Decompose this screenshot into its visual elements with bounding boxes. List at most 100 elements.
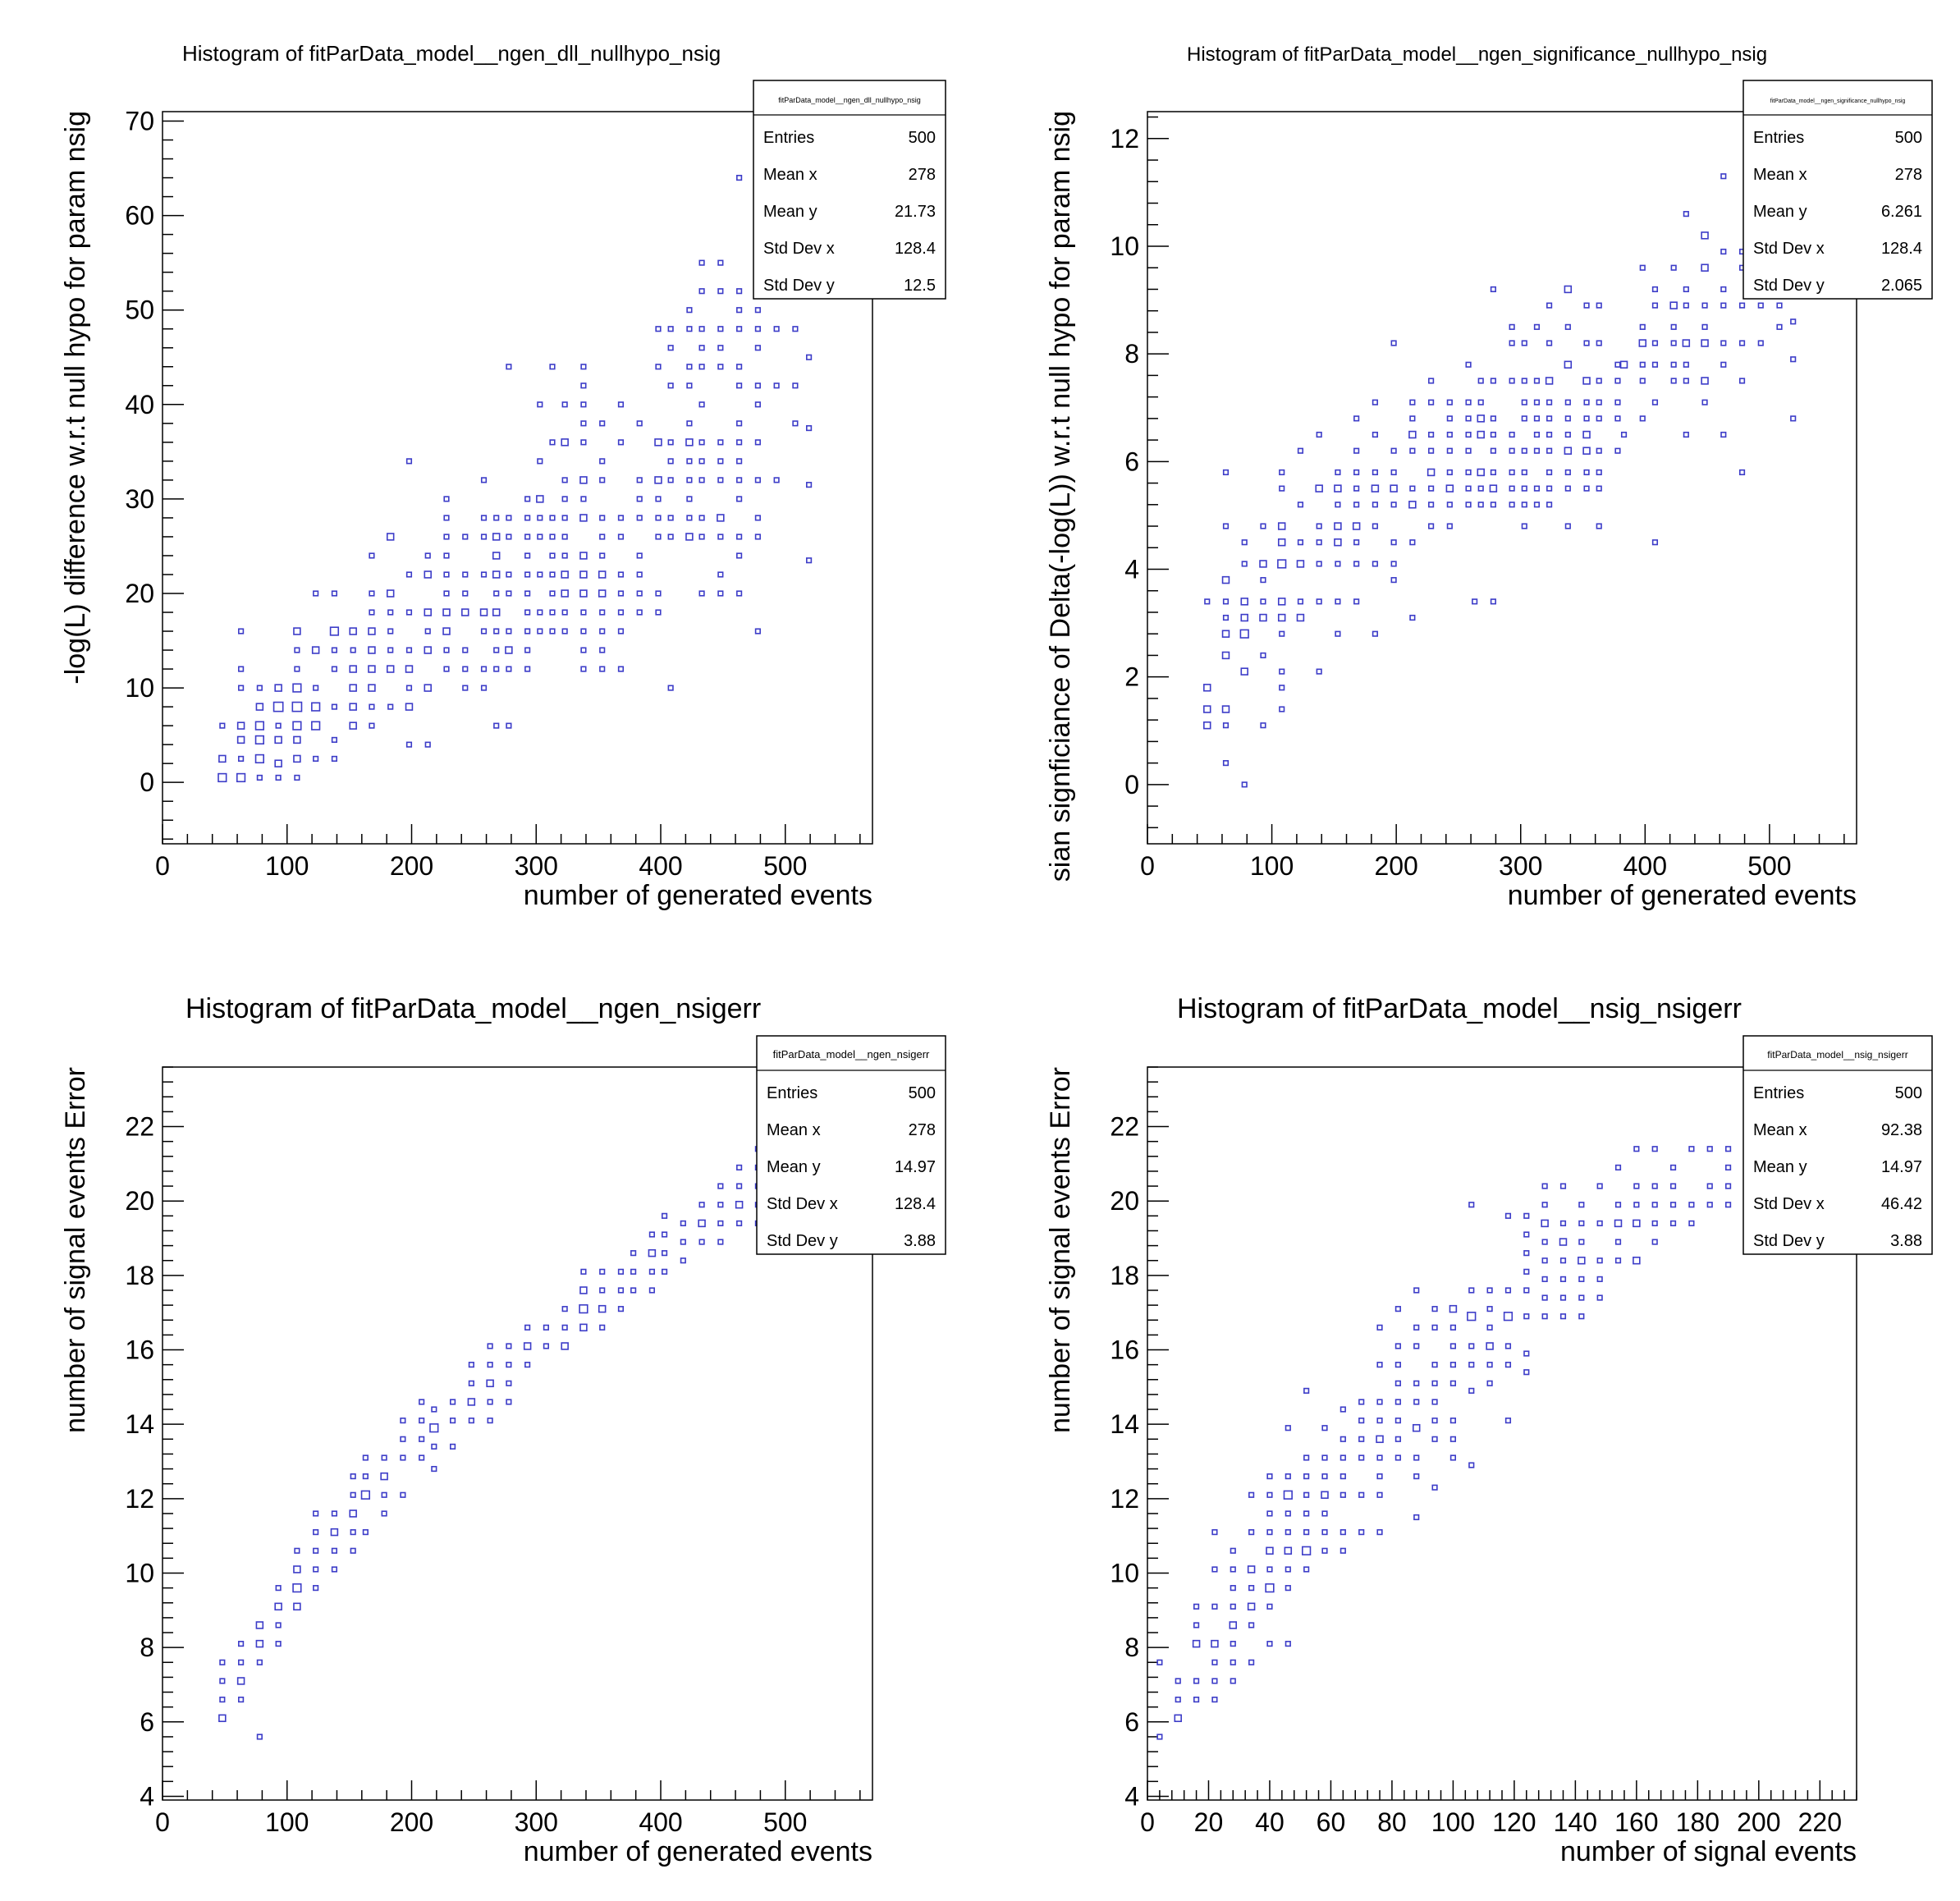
histogram-box (1720, 302, 1727, 309)
histogram-box (698, 515, 705, 521)
histogram-box (537, 458, 543, 465)
histogram-box (369, 552, 375, 559)
histogram-box (1431, 1399, 1438, 1405)
histogram-box (254, 754, 264, 764)
histogram-box (599, 534, 606, 540)
histogram-box (1776, 323, 1783, 330)
histogram-box (1582, 377, 1591, 385)
histogram-box (1297, 539, 1304, 546)
histogram-box (1303, 1473, 1310, 1480)
histogram-box (1596, 1294, 1603, 1301)
histogram-box (1446, 447, 1453, 454)
histogram-box (1335, 502, 1341, 508)
histogram-box (648, 1231, 655, 1238)
histogram-box (685, 533, 694, 541)
histogram-box (381, 1454, 387, 1461)
histogram-box (598, 1304, 607, 1313)
histogram-box (1546, 302, 1553, 309)
histogram-box (1541, 1219, 1549, 1228)
histogram-box (1546, 485, 1553, 492)
histogram-box (405, 609, 413, 616)
histogram-box (1353, 561, 1360, 567)
histogram-box (736, 496, 743, 502)
histogram-box (1211, 1659, 1218, 1665)
histogram-box (636, 590, 643, 597)
histogram-box (1465, 502, 1472, 508)
y-tick-label: 22 (125, 1112, 154, 1142)
histogram-box (1321, 1547, 1328, 1554)
histogram-box (1504, 1287, 1512, 1294)
histogram-box (1545, 377, 1554, 385)
histogram-box (442, 608, 451, 616)
histogram-box (1504, 1212, 1512, 1219)
histogram-box (1614, 415, 1621, 422)
histogram-box (493, 666, 500, 672)
histogram-box (275, 774, 282, 781)
histogram-box (1596, 523, 1602, 529)
stats-row-value: 3.88 (904, 1232, 936, 1250)
histogram-box (1241, 781, 1248, 788)
histogram-box (806, 482, 813, 488)
histogram-box (1639, 378, 1646, 384)
histogram-box (331, 590, 338, 597)
histogram-box (1596, 1257, 1603, 1264)
histogram-box (1504, 1418, 1512, 1424)
histogram-box (1596, 399, 1602, 405)
histogram-box (524, 590, 531, 597)
histogram-box (599, 1287, 606, 1294)
histogram-box (506, 590, 512, 597)
histogram-box (648, 1268, 655, 1275)
histogram-box (1523, 1250, 1530, 1257)
stats-row-value: 128.4 (1881, 240, 1922, 258)
histogram-box (543, 1324, 549, 1331)
stats-row-value: 3.88 (1890, 1232, 1922, 1250)
histogram-box (256, 774, 263, 781)
histogram-box (1409, 447, 1416, 454)
histogram-box (667, 458, 674, 465)
histogram-box (1477, 430, 1485, 439)
histogram-box (1720, 286, 1727, 293)
histogram-box (1376, 1491, 1383, 1498)
histogram-box (1701, 302, 1708, 309)
histogram-box (405, 703, 414, 711)
histogram-box (1449, 1324, 1457, 1331)
histogram-box (256, 1659, 263, 1665)
histogram-box (1302, 1546, 1312, 1555)
histogram-box (1321, 1454, 1328, 1461)
histogram-box (1285, 1425, 1291, 1431)
histogram-box (1521, 523, 1527, 529)
histogram-box (1174, 1714, 1182, 1723)
histogram-box (419, 1454, 425, 1461)
stats-row-value: 12.5 (904, 277, 936, 295)
histogram-box (1477, 415, 1485, 423)
histogram-box (386, 533, 395, 541)
histogram-box (1465, 399, 1472, 405)
histogram-box (1390, 502, 1397, 508)
y-axis-label: sian signficiance of Delta(-log(L)) w.r.… (1045, 111, 1076, 882)
stats-row-label: Std Dev x (763, 240, 835, 258)
histogram-box (293, 627, 301, 635)
histogram-box (1222, 523, 1230, 529)
histogram-box (655, 496, 662, 502)
histogram-box (1701, 399, 1708, 405)
histogram-box (736, 382, 743, 389)
histogram-box (617, 590, 625, 597)
histogram-box (419, 1436, 425, 1442)
histogram-box (717, 1239, 724, 1245)
histogram-box (1521, 415, 1527, 422)
y-tick-label: 60 (125, 201, 154, 231)
histogram-box (1776, 302, 1783, 309)
histogram-box (492, 608, 501, 616)
histogram-box (293, 1565, 301, 1573)
histogram-box (1490, 447, 1496, 454)
histogram-box (1706, 1146, 1713, 1152)
histogram-box (462, 685, 469, 691)
y-axis-label: number of signal events Error (60, 1067, 91, 1433)
histogram-box (1509, 502, 1515, 508)
histogram-box (218, 1714, 227, 1723)
histogram-box (1706, 1183, 1713, 1189)
x-tick-label: 100 (265, 851, 309, 881)
x-tick-label: 200 (390, 851, 433, 881)
histogram-box (369, 703, 375, 710)
